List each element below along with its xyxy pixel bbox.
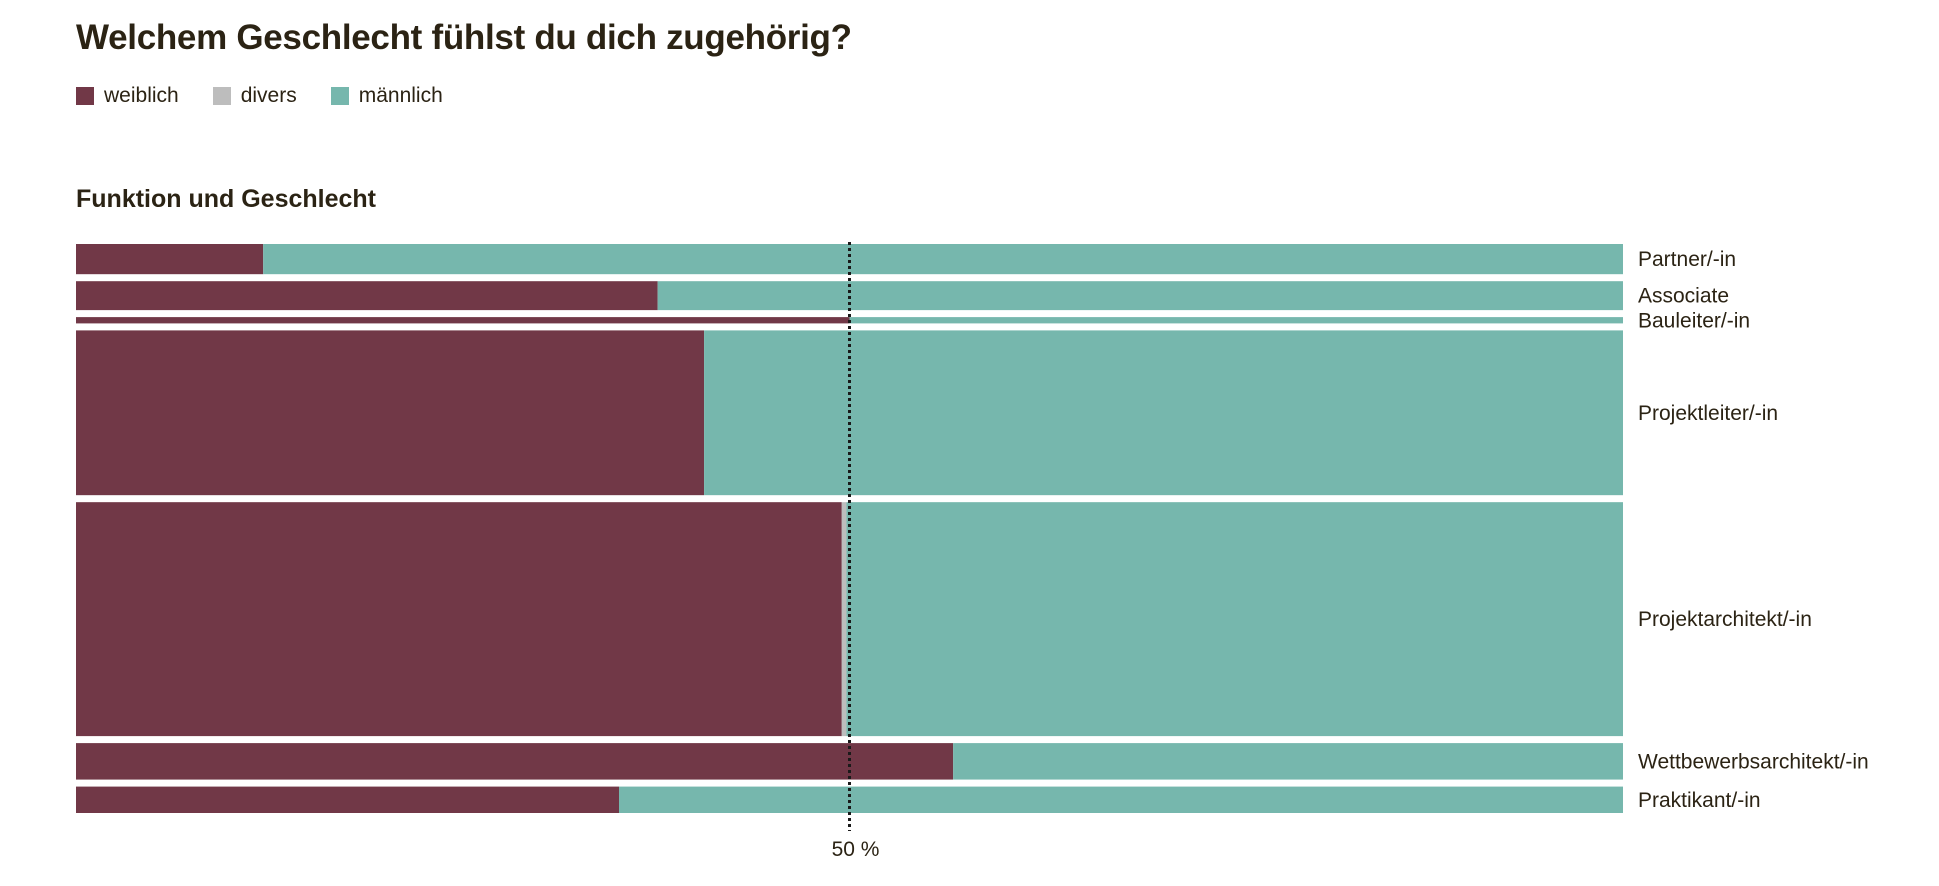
bar-segment-maennlich: [263, 244, 1624, 275]
bar-row: [76, 786, 1623, 813]
bar-segment-weiblich: [76, 330, 705, 496]
legend-label-maennlich: männlich: [358, 84, 443, 107]
bar-segment-weiblich: [76, 743, 954, 780]
legend: weiblich divers männlich: [76, 84, 443, 108]
chart-title: Welchem Geschlecht fühlst du dich zugehö…: [76, 18, 852, 57]
legend-swatch-weiblich: [76, 87, 94, 105]
legend-label-weiblich: weiblich: [104, 84, 179, 107]
bar-segment-maennlich: [704, 330, 1623, 496]
row-label: Partner/-in: [1638, 248, 1736, 271]
row-label: Wettbewerbsarchitekt/-in: [1638, 750, 1869, 773]
bar-segment-weiblich: [76, 786, 619, 813]
bar-segment-weiblich: [76, 281, 658, 311]
legend-swatch-maennlich: [330, 87, 349, 105]
row-label: Bauleiter/-in: [1638, 309, 1750, 332]
bar-row: [76, 502, 1623, 737]
legend-label-divers: divers: [240, 84, 297, 107]
bar-segment-maennlich: [849, 317, 1623, 324]
bar-row: [76, 281, 1623, 311]
reference-line-label: 50 %: [832, 838, 880, 861]
chart-subtitle: Funktion und Geschlecht: [76, 185, 377, 213]
bar-segment-weiblich: [76, 502, 842, 737]
bar-segment-maennlich: [846, 502, 1623, 737]
bar-segment-weiblich: [76, 317, 850, 324]
bar-segment-weiblich: [76, 244, 264, 275]
row-label: Projektarchitekt/-in: [1638, 608, 1812, 631]
legend-item-maennlich: männlich: [330, 84, 443, 108]
bar-segment-maennlich: [657, 281, 1623, 311]
bar-row: [76, 330, 1623, 496]
bar-row: [76, 743, 1623, 780]
bar-row: [76, 244, 1624, 275]
legend-item-weiblich: weiblich: [76, 84, 179, 108]
bar-segment-maennlich: [953, 743, 1623, 780]
row-label: Associate: [1638, 285, 1729, 308]
bar-row: [76, 317, 1623, 324]
legend-swatch-divers: [212, 87, 231, 105]
row-label: Projektleiter/-in: [1638, 402, 1778, 425]
legend-item-divers: divers: [212, 84, 297, 108]
row-label: Praktikant/-in: [1638, 789, 1761, 812]
bar-segment-divers: [841, 502, 847, 737]
bar-segment-maennlich: [619, 786, 1623, 813]
